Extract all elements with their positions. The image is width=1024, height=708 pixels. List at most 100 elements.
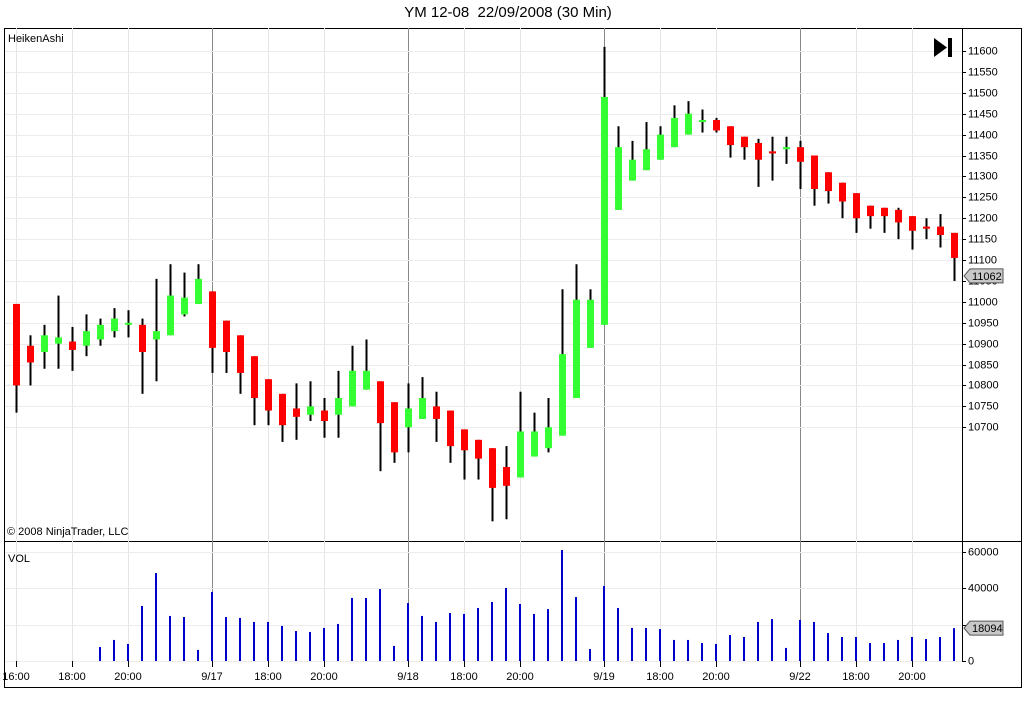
candle-body [419, 398, 426, 419]
volume-bar [477, 607, 479, 662]
x-tick-label: 20:00 [702, 671, 730, 683]
volume-bar [407, 603, 409, 662]
candle-body [937, 226, 944, 235]
volume-bar [925, 639, 927, 662]
volume-bar [99, 647, 101, 662]
volume-bar [393, 645, 395, 662]
volume-bar [561, 550, 563, 662]
volume-bar [183, 617, 185, 662]
candle-body [139, 324, 146, 353]
scroll-end-icon[interactable] [934, 38, 952, 57]
volume-bar [211, 591, 213, 662]
volume-bar [463, 613, 465, 662]
volume-label: VOL [8, 553, 30, 565]
candle-body [853, 193, 860, 219]
volume-bar [435, 621, 437, 662]
x-tick-label: 18:00 [58, 671, 86, 683]
y-tick-label: 60000 [968, 546, 999, 558]
volume-bar [631, 627, 633, 662]
grid [5, 28, 962, 662]
volume-bar [785, 647, 787, 662]
last-volume-label: 18094 [972, 623, 1003, 635]
candle-body [125, 322, 132, 325]
volume-bar [519, 603, 521, 662]
volume-bar [169, 615, 171, 662]
x-tick-label: 20:00 [898, 671, 926, 683]
y-tick-label: 11400 [968, 129, 998, 141]
candle-body [55, 337, 62, 344]
x-tick-label: 9/19 [593, 671, 614, 683]
candle-body [951, 232, 958, 258]
candle-body [517, 431, 524, 478]
candle-body [307, 406, 314, 415]
volume-bar [617, 607, 619, 662]
x-tick-label: 9/22 [789, 671, 810, 683]
candle-body [447, 410, 454, 447]
x-tick-label: 9/18 [397, 671, 418, 683]
candle-body [601, 96, 608, 325]
x-tick-label: 16:00 [2, 671, 30, 683]
candle-body [69, 341, 76, 350]
x-tick-label: 9/17 [201, 671, 222, 683]
x-tick-label: 20:00 [506, 671, 534, 683]
y-tick-label: 10950 [968, 317, 999, 329]
volume-bar [659, 629, 661, 662]
candle-body [881, 207, 888, 217]
volume-bar [939, 637, 941, 662]
volume-bar [351, 597, 353, 662]
volume-bar [897, 639, 899, 662]
candle-body [433, 406, 440, 419]
volume-bar [267, 621, 269, 662]
candle-body [923, 226, 930, 229]
candle-body [741, 136, 748, 148]
candle-body [475, 439, 482, 459]
volume-bar [225, 617, 227, 662]
candle-body [223, 320, 230, 353]
volume-bar [197, 649, 199, 662]
candle-body [321, 410, 328, 422]
candle-body [615, 147, 622, 210]
candle-body [867, 205, 874, 217]
candle-body [657, 134, 664, 160]
volume-bar [421, 615, 423, 662]
candle-body [405, 408, 412, 428]
volume-bar [141, 605, 143, 662]
volume-bar [253, 621, 255, 662]
x-tick-label: 20:00 [114, 671, 142, 683]
volume-bar [827, 633, 829, 662]
y-tick-label: 11200 [968, 212, 998, 224]
frame [4, 28, 1022, 688]
last-price-label: 11062 [972, 271, 1002, 283]
candle-body [251, 356, 258, 399]
volume-bar [743, 637, 745, 662]
candle-body [727, 126, 734, 146]
x-tick-label: 18:00 [450, 671, 478, 683]
volume-bar [869, 643, 871, 662]
candle-body [713, 119, 720, 131]
volume-bar [533, 613, 535, 662]
candle-body [699, 119, 706, 123]
volume-bar [547, 609, 549, 662]
y-tick-label: 11450 [968, 108, 998, 120]
candle-body [377, 381, 384, 424]
candle-body [153, 331, 160, 340]
candle-body [769, 151, 776, 154]
candle-body [629, 159, 636, 181]
volume-bar [911, 637, 913, 662]
volume-bar [771, 619, 773, 662]
candle-body [349, 370, 356, 407]
volume-bar [323, 627, 325, 662]
volume-bar [449, 613, 451, 662]
candle-body [293, 408, 300, 417]
volume-bar [309, 631, 311, 662]
x-tick-label: 18:00 [646, 671, 674, 683]
volume-bar [337, 623, 339, 662]
volume-bar [603, 585, 605, 662]
y-tick-label: 10800 [968, 379, 999, 391]
candle-body [27, 345, 34, 363]
volume-bar [113, 639, 115, 662]
candle-body [391, 402, 398, 453]
volume-bar [645, 627, 647, 662]
y-tick-label: 11550 [968, 66, 998, 78]
